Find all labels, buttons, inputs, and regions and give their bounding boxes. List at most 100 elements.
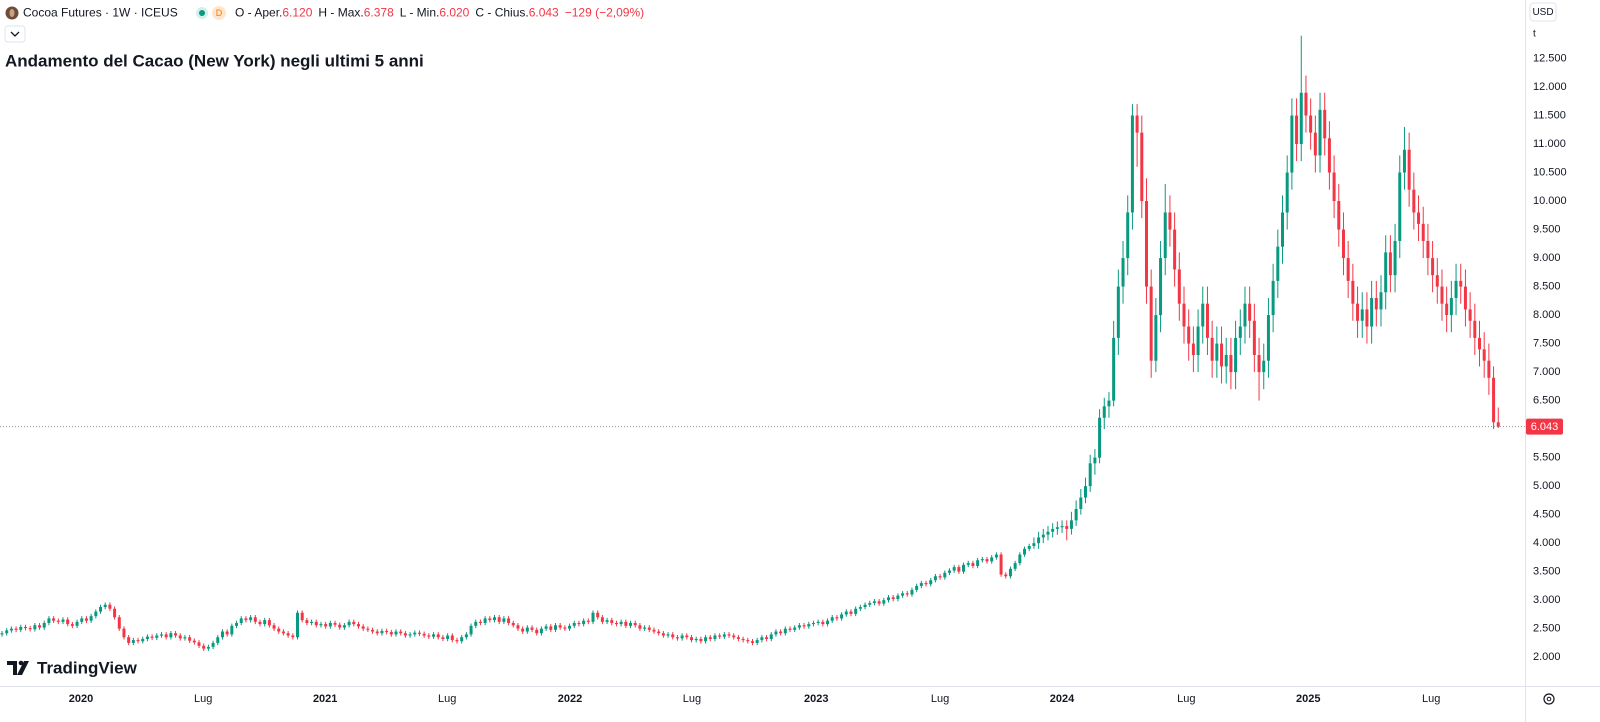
ohlc-value: 6.043	[529, 6, 559, 20]
candle-body	[422, 633, 426, 636]
candle-body	[779, 631, 783, 634]
settings-icon[interactable]	[1543, 693, 1555, 705]
candle-body	[1210, 337, 1214, 361]
candle-body	[441, 637, 445, 639]
candle-body	[708, 637, 712, 639]
candle-body	[469, 625, 473, 635]
candle-body	[136, 640, 140, 642]
candle-body	[1290, 115, 1294, 173]
collapse-button[interactable]	[4, 25, 26, 43]
candle-body	[1356, 303, 1360, 321]
last-price-label: 6.043	[1531, 421, 1559, 433]
candle-body	[915, 585, 919, 590]
candle-body	[783, 628, 787, 634]
y-tick-label: 4.000	[1533, 537, 1561, 549]
candle-body	[99, 607, 103, 612]
candle-body	[375, 631, 379, 634]
y-tick-label: 8.500	[1533, 280, 1561, 292]
candle-body	[943, 572, 947, 578]
candle-body	[399, 631, 403, 634]
candle-body	[1084, 486, 1088, 498]
interval-badge: D	[216, 8, 223, 18]
ohlc-label: H - Max.	[318, 6, 363, 20]
candle-body	[1276, 246, 1280, 281]
candle-body	[80, 618, 84, 622]
candle-body	[741, 638, 745, 641]
candle-body	[169, 633, 173, 638]
candle-body	[1346, 258, 1350, 281]
candle-body	[858, 607, 862, 609]
candle-body	[624, 621, 628, 626]
candle-body	[535, 629, 539, 634]
candle-body	[797, 625, 801, 628]
candle-body	[361, 626, 365, 629]
candle-body	[1271, 280, 1275, 316]
candle-body	[1130, 115, 1134, 213]
candle-body	[14, 628, 18, 630]
candle-body	[1281, 212, 1285, 247]
candle-body	[901, 593, 905, 596]
candle-body	[89, 616, 93, 621]
candle-body	[821, 621, 825, 625]
currency-button[interactable]	[1529, 2, 1557, 22]
candle-body	[910, 589, 914, 595]
status-dot	[199, 10, 205, 16]
candle-body	[507, 618, 511, 623]
candle-body	[1055, 527, 1059, 529]
candle-body	[647, 627, 651, 630]
candle-body	[38, 625, 42, 628]
candle-body	[844, 611, 848, 615]
candle-body	[1309, 115, 1313, 133]
currency-label[interactable]: USD	[1532, 7, 1553, 18]
candle-body	[1285, 172, 1289, 213]
candle-body	[338, 624, 342, 628]
candle-body	[1220, 343, 1224, 367]
candle-body	[690, 637, 694, 641]
candle-body	[380, 630, 384, 634]
y-tick-label: 4.500	[1533, 509, 1561, 521]
candle-body	[188, 637, 192, 641]
candle-body	[549, 626, 553, 630]
candle-body	[122, 628, 126, 638]
candle-body	[319, 624, 323, 626]
candle-body	[1065, 526, 1069, 529]
y-tick-label: 3.000	[1533, 594, 1561, 606]
ohlc-value: 6.120	[282, 6, 312, 20]
candle-body	[887, 597, 891, 601]
candle-body	[446, 635, 450, 639]
candle-body	[263, 620, 267, 625]
candle-body	[521, 628, 525, 632]
candle-body	[108, 604, 112, 609]
candle-body	[42, 622, 46, 628]
candle-body	[572, 622, 576, 626]
candle-body	[811, 622, 815, 625]
watermark-text: TradingView	[37, 658, 138, 677]
y-tick-label: 2.000	[1533, 651, 1561, 663]
candle-body	[1093, 457, 1097, 464]
candle-body	[1449, 297, 1453, 316]
candle-body	[793, 627, 797, 630]
candle-body	[661, 633, 665, 636]
y-tick-label: 5.500	[1533, 452, 1561, 464]
candle-body	[1234, 337, 1238, 373]
candle-body	[1205, 303, 1209, 338]
candle-body	[84, 618, 88, 621]
symbol-name[interactable]: Cocoa Futures · 1W · ICEUS	[23, 6, 178, 20]
unit-label[interactable]: t	[1533, 29, 1536, 40]
candle-body	[1431, 258, 1435, 276]
candle-body	[450, 635, 454, 641]
candle-body	[929, 580, 933, 585]
candle-body	[347, 621, 351, 626]
candle-body	[1459, 280, 1463, 287]
candle-body	[1421, 223, 1425, 241]
candle-body	[342, 625, 346, 628]
ohlc-legend: O - Aper.6.120 H - Max.6.378 L - Min.6.020…	[235, 6, 644, 20]
candle-body	[1257, 355, 1261, 373]
y-tick-label: 8.000	[1533, 309, 1561, 321]
y-tick-label: 7.000	[1533, 366, 1561, 378]
candle-body	[1388, 252, 1392, 276]
candle-body	[230, 625, 234, 635]
candle-body	[1196, 326, 1200, 355]
